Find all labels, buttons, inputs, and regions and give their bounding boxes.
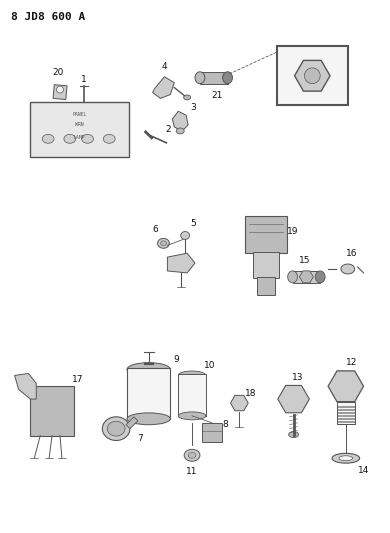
Ellipse shape: [305, 68, 320, 84]
Text: 1: 1: [81, 75, 87, 84]
Bar: [30, 102, 129, 157]
Ellipse shape: [161, 241, 167, 246]
Bar: [245, 216, 287, 253]
Text: 13: 13: [292, 373, 303, 382]
Ellipse shape: [195, 72, 205, 84]
Text: 19: 19: [287, 227, 298, 236]
Ellipse shape: [223, 72, 232, 84]
Bar: [202, 423, 222, 442]
Ellipse shape: [178, 371, 206, 380]
Bar: [257, 277, 275, 295]
Bar: [53, 85, 67, 100]
Ellipse shape: [42, 134, 54, 143]
Ellipse shape: [102, 417, 130, 440]
Text: 21: 21: [211, 91, 222, 100]
Text: 10: 10: [204, 361, 216, 370]
Text: 11: 11: [186, 466, 198, 475]
Bar: [292, 271, 320, 283]
Ellipse shape: [184, 449, 200, 461]
Bar: [127, 368, 170, 419]
Ellipse shape: [57, 86, 64, 93]
Text: 17: 17: [72, 375, 83, 384]
Bar: [178, 375, 206, 416]
Ellipse shape: [176, 128, 184, 134]
Text: 8: 8: [223, 420, 229, 429]
Ellipse shape: [184, 95, 191, 100]
Bar: [253, 252, 279, 278]
Text: 16: 16: [346, 249, 358, 257]
Bar: [277, 46, 348, 106]
Bar: [337, 402, 355, 424]
Polygon shape: [167, 253, 195, 273]
Text: 8 JD8 600 A: 8 JD8 600 A: [11, 12, 85, 22]
Ellipse shape: [103, 134, 115, 143]
Ellipse shape: [127, 362, 170, 376]
Ellipse shape: [107, 421, 125, 436]
Polygon shape: [126, 417, 138, 429]
Ellipse shape: [332, 453, 360, 463]
Ellipse shape: [178, 412, 206, 420]
Bar: [30, 386, 74, 435]
Text: 9: 9: [174, 355, 179, 364]
Text: WRN: WRN: [75, 122, 84, 126]
Ellipse shape: [289, 432, 298, 438]
Polygon shape: [172, 111, 188, 131]
Text: LAMP: LAMP: [74, 135, 85, 140]
Text: 2: 2: [166, 125, 171, 134]
Text: 18: 18: [245, 389, 257, 398]
Polygon shape: [14, 374, 36, 399]
Text: 15: 15: [299, 256, 310, 264]
Text: 12: 12: [346, 358, 357, 367]
Ellipse shape: [158, 238, 169, 248]
Text: 14: 14: [358, 465, 369, 474]
Ellipse shape: [188, 453, 196, 458]
Ellipse shape: [64, 134, 76, 143]
Text: 5: 5: [190, 219, 196, 228]
Ellipse shape: [288, 271, 298, 283]
Text: 20: 20: [52, 68, 64, 77]
Text: 3: 3: [190, 103, 196, 112]
Ellipse shape: [341, 264, 355, 274]
Polygon shape: [152, 77, 174, 99]
Ellipse shape: [315, 271, 325, 283]
Ellipse shape: [82, 134, 94, 143]
Ellipse shape: [181, 231, 190, 239]
Ellipse shape: [127, 413, 170, 425]
Ellipse shape: [339, 456, 353, 461]
Bar: [200, 72, 227, 84]
Text: 6: 6: [153, 225, 158, 234]
Text: 4: 4: [161, 62, 167, 71]
Text: 7: 7: [137, 434, 143, 443]
Text: PANEL: PANEL: [73, 112, 87, 117]
